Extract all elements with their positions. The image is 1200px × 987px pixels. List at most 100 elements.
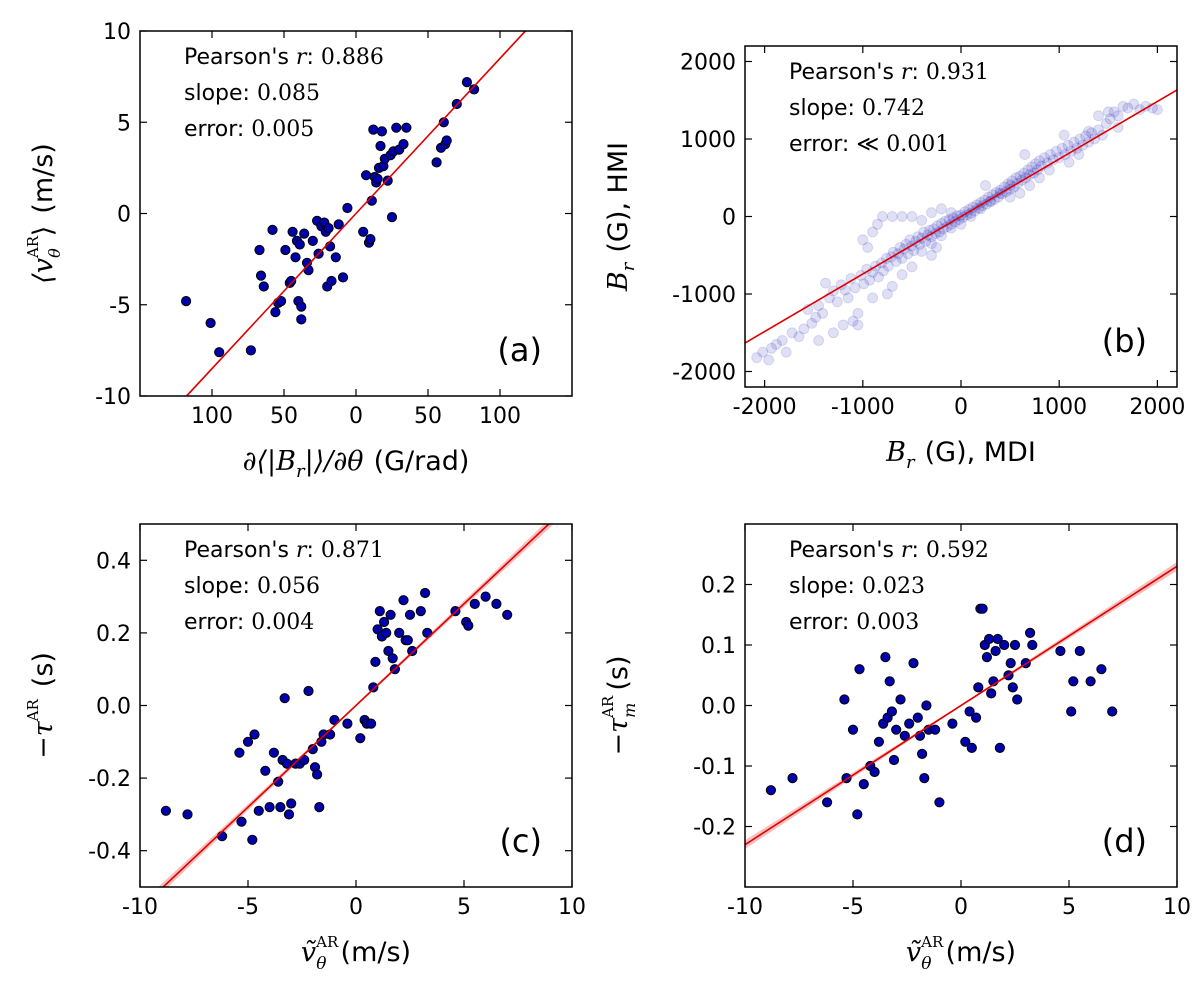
x-tick-label: 10: [1163, 895, 1191, 920]
data-point: [1019, 149, 1031, 160]
y-tick-label: -0.2: [693, 816, 736, 841]
data-point: [1117, 100, 1129, 112]
data-point: [1034, 155, 1045, 167]
data-point: [491, 598, 502, 610]
data-point: [1030, 158, 1042, 170]
x-tick-label: -1000: [831, 395, 895, 420]
data-point: [365, 234, 376, 245]
fit-line: [185, 31, 527, 396]
stat-error: error: 0.004: [184, 610, 314, 635]
data-point: [912, 712, 923, 723]
data-point: [831, 296, 843, 308]
data-point: [275, 802, 286, 813]
y-axis-symbol-2: ⟩: [28, 226, 59, 237]
stat-r-symbol: r: [296, 45, 308, 70]
data-point: [935, 203, 947, 215]
x-axis-unit: (G/rad): [374, 446, 470, 477]
x-axis-unit: (m/s): [946, 937, 1017, 968]
data-point: [835, 279, 847, 291]
data-point: [896, 211, 908, 222]
stat-pearson-label: Pearson's: [789, 60, 901, 85]
data-point: [236, 816, 247, 827]
stat-pearson: Pearson's r: 0.886: [184, 45, 384, 70]
data-point: [1102, 106, 1114, 118]
data-point: [899, 730, 910, 741]
data-point: [906, 261, 918, 273]
data-point: [283, 809, 295, 820]
data-point: [214, 347, 225, 358]
stat-slope: slope: 0.742: [789, 96, 925, 121]
data-point: [880, 652, 891, 663]
fit-line: [745, 565, 1177, 846]
data-point: [1009, 639, 1021, 651]
fit-line: [161, 524, 551, 887]
data-point: [1024, 180, 1036, 191]
data-point: [276, 296, 287, 307]
data-point: [1026, 161, 1038, 173]
y-tick-label: 1000: [680, 128, 736, 153]
data-point: [992, 633, 1003, 645]
data-point: [268, 747, 279, 758]
data-point: [323, 223, 334, 234]
data-point: [1025, 627, 1036, 639]
y-axis-symbol: −τ: [603, 717, 634, 756]
data-point: [1063, 156, 1075, 168]
data-point: [1096, 664, 1107, 675]
y-axis-sub: m: [620, 703, 639, 718]
y-tick-label: 2000: [680, 51, 736, 76]
data-point: [858, 278, 870, 290]
y-axis-label: Br (G), HMI: [603, 142, 639, 292]
data-point: [973, 682, 984, 693]
x-tick-label: 10: [558, 895, 586, 920]
data-point: [480, 591, 491, 602]
stat-pearson: Pearson's r: 0.871: [184, 538, 384, 563]
x-tick-label: 1000: [1031, 395, 1087, 420]
data-point: [181, 296, 192, 307]
data-point: [1005, 658, 1016, 669]
x-tick-label: -10: [727, 895, 763, 920]
y-tick-label: -0.1: [693, 755, 736, 780]
data-point: [296, 314, 307, 325]
stat-r-value: 0.592: [926, 538, 989, 563]
y-axis-sup: AR: [24, 699, 42, 723]
data-point: [394, 627, 405, 639]
data-point: [205, 317, 216, 329]
data-point: [917, 748, 928, 760]
data-point: [862, 242, 874, 253]
x-axis-sup: AR: [315, 933, 339, 951]
data-point: [947, 718, 958, 729]
data-point: [258, 281, 269, 292]
data-point: [854, 664, 865, 675]
data-point: [888, 754, 900, 766]
stat-slope: slope: 0.085: [184, 81, 320, 106]
data-point: [314, 802, 325, 813]
x-axis-symbol: ṽ: [906, 937, 922, 968]
data-point: [881, 288, 893, 300]
data-point: [926, 207, 937, 219]
data-point: [904, 718, 915, 729]
y-axis-label: −τAR (s): [24, 652, 59, 759]
stat-error-value: 0.003: [856, 610, 919, 635]
data-point: [366, 718, 377, 729]
data-point: [386, 212, 398, 223]
data-point: [886, 706, 898, 717]
data-point: [385, 609, 396, 620]
data-point: [857, 234, 869, 246]
data-point: [994, 742, 1006, 754]
data-point: [867, 226, 879, 238]
data-point: [817, 307, 829, 319]
y-tick-label: 0.0: [96, 695, 131, 720]
data-point: [930, 724, 941, 735]
data-point: [407, 645, 418, 657]
data-point: [964, 706, 975, 717]
data-point: [787, 773, 798, 784]
data-point: [368, 124, 379, 135]
y-tick-label: 0.4: [96, 549, 131, 574]
data-point: [372, 173, 383, 184]
data-point: [981, 652, 993, 663]
data-point: [398, 139, 409, 150]
data-point: [270, 307, 281, 318]
data-point: [253, 805, 264, 816]
data-point: [786, 327, 798, 339]
data-point: [342, 718, 353, 729]
